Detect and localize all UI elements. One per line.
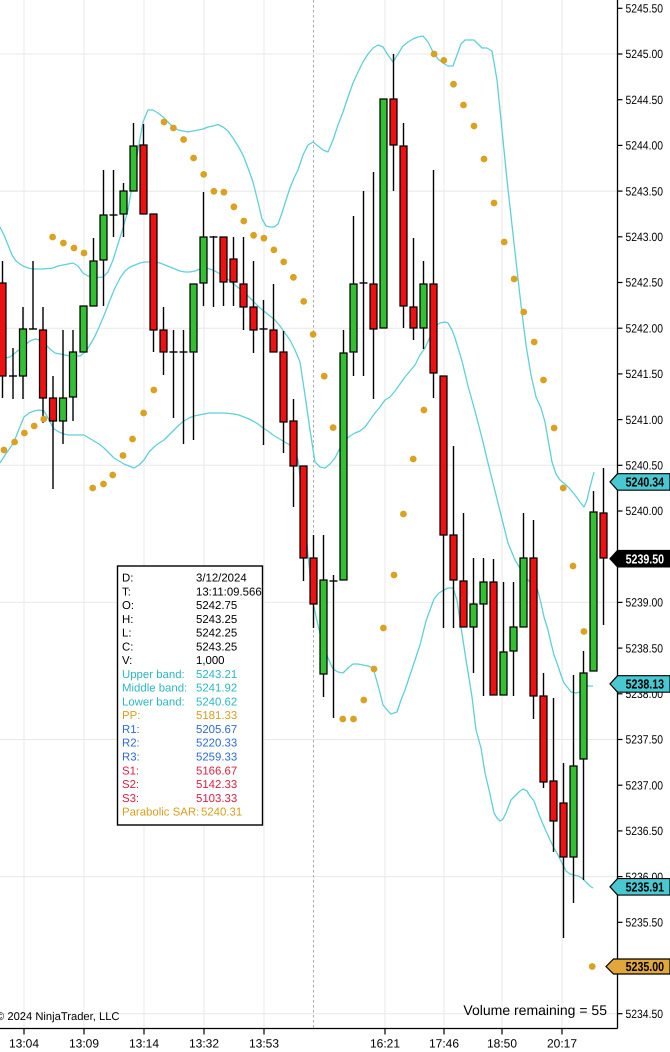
svg-text:5238.50: 5238.50 [626,641,664,655]
svg-text:H:: H: [122,614,133,626]
svg-text:O:: O: [122,600,134,612]
svg-text:5240.31: 5240.31 [201,807,242,819]
svg-text:5240.62: 5240.62 [196,696,237,708]
svg-text:20:17: 20:17 [547,1037,577,1051]
svg-text:5240.00: 5240.00 [626,504,664,518]
svg-text:18:50: 18:50 [487,1037,517,1051]
svg-text:C:: C: [122,641,133,653]
svg-text:Volume remaining = 55: Volume remaining = 55 [463,1002,607,1018]
svg-text:V:: V: [122,655,132,667]
svg-text:16:21: 16:21 [370,1037,400,1051]
svg-text:5244.00: 5244.00 [626,139,664,153]
svg-text:5243.25: 5243.25 [196,614,237,626]
svg-text:D:: D: [122,573,133,585]
svg-text:Upper band:: Upper band: [122,669,185,681]
svg-text:5234.50: 5234.50 [626,1007,664,1021]
svg-text:5236.50: 5236.50 [626,824,664,838]
svg-text:5259.33: 5259.33 [196,752,237,764]
svg-text:5240.50: 5240.50 [626,459,664,473]
svg-text:S1:: S1: [122,765,139,777]
svg-text:5205.67: 5205.67 [196,724,237,736]
svg-text:5242.25: 5242.25 [196,628,237,640]
svg-text:5243.25: 5243.25 [196,641,237,653]
svg-text:R1:: R1: [122,724,140,736]
svg-text:5239.50: 5239.50 [626,551,665,566]
svg-text:5142.33: 5142.33 [196,779,237,791]
svg-text:5181.33: 5181.33 [196,710,237,722]
svg-text:5243.00: 5243.00 [626,230,664,244]
svg-text:5237.00: 5237.00 [626,778,664,792]
svg-text:S2:: S2: [122,779,139,791]
svg-text:5235.91: 5235.91 [626,879,665,894]
svg-text:5237.50: 5237.50 [626,733,664,747]
svg-text:Lower band:: Lower band: [122,696,185,708]
svg-text:© 2024 NinjaTrader, LLC: © 2024 NinjaTrader, LLC [0,1011,120,1023]
svg-text:R3:: R3: [122,752,140,764]
svg-text:5166.67: 5166.67 [196,765,237,777]
svg-text:1,000: 1,000 [196,655,225,667]
svg-text:5238.13: 5238.13 [626,677,665,692]
svg-text:5239.00: 5239.00 [626,596,664,610]
svg-text:5245.00: 5245.00 [626,47,664,61]
svg-text:13:09: 13:09 [69,1037,99,1051]
svg-text:3/12/2024: 3/12/2024 [196,573,247,585]
svg-text:5240.34: 5240.34 [626,475,665,490]
svg-text:PP:: PP: [122,710,140,722]
svg-text:5241.50: 5241.50 [626,367,664,381]
svg-text:5103.33: 5103.33 [196,793,237,805]
svg-text:S3:: S3: [122,793,139,805]
svg-text:13:32: 13:32 [189,1037,219,1051]
svg-text:5235.50: 5235.50 [626,916,664,930]
svg-text:5242.50: 5242.50 [626,276,664,290]
svg-text:5243.50: 5243.50 [626,184,664,198]
svg-text:L:: L: [122,628,132,640]
svg-text:13:04: 13:04 [9,1037,39,1051]
svg-text:5241.92: 5241.92 [196,683,237,695]
svg-text:Parabolic SAR:: Parabolic SAR: [122,807,199,819]
svg-text:5235.00: 5235.00 [626,959,665,974]
svg-text:13:53: 13:53 [249,1037,279,1051]
svg-text:5244.50: 5244.50 [626,93,664,107]
svg-text:5242.00: 5242.00 [626,321,664,335]
svg-text:17:46: 17:46 [429,1037,459,1051]
svg-text:5243.21: 5243.21 [196,669,237,681]
svg-text:T:: T: [122,586,131,598]
svg-text:Middle band:: Middle band: [122,683,187,695]
svg-text:5220.33: 5220.33 [196,738,237,750]
svg-text:R2:: R2: [122,738,140,750]
svg-text:5245.50: 5245.50 [626,2,664,16]
svg-text:5242.75: 5242.75 [196,600,237,612]
svg-text:13:11:09.566: 13:11:09.566 [196,586,262,598]
svg-text:13:14: 13:14 [129,1037,159,1051]
svg-text:5241.00: 5241.00 [626,413,664,427]
